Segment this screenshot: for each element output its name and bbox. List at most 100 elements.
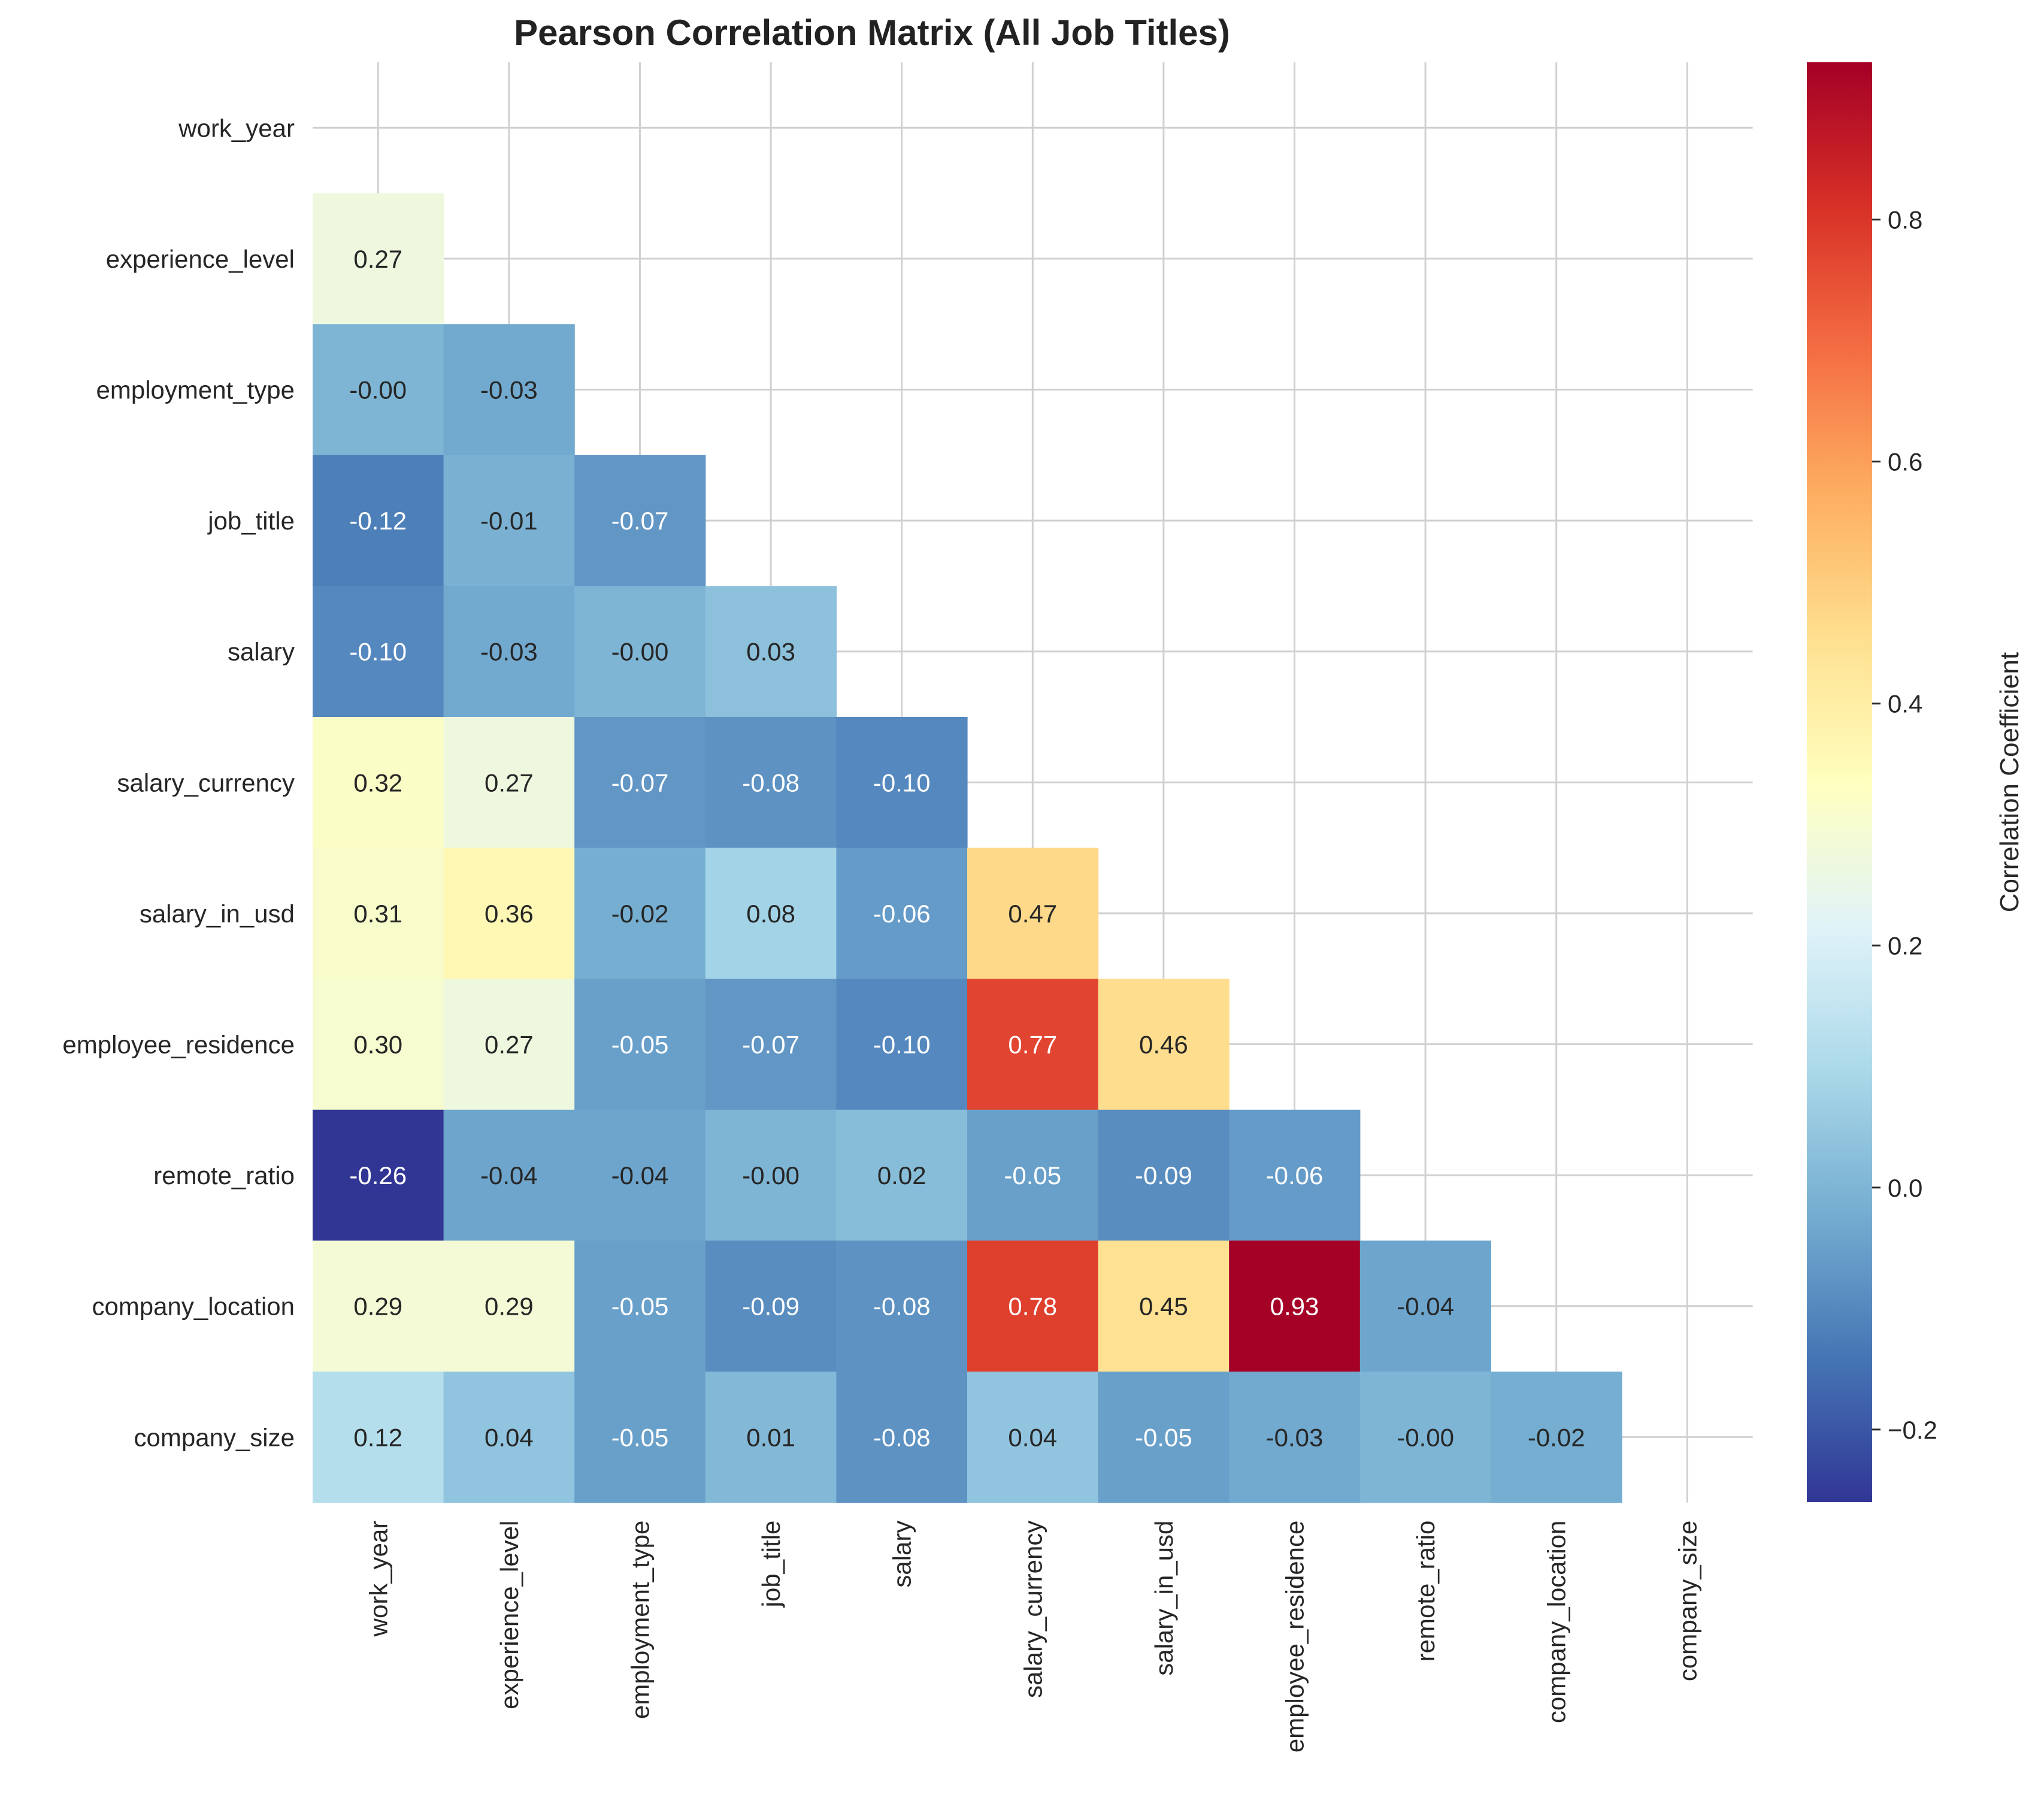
heatmap-cell [443,717,575,849]
cell-value-label: 0.04 [484,1423,534,1451]
y-tick-label: employment_type [96,376,295,404]
cell-value-label: 0.78 [1008,1293,1057,1321]
heatmap-cell [705,848,837,979]
cell-value-label: -0.05 [611,1423,669,1451]
cell-value-label: 0.30 [353,1031,402,1059]
heatmap-cell [574,586,706,718]
x-tick-label: job_title [757,1521,785,1609]
cell-value-label: 0.04 [1008,1423,1057,1451]
heatmap-cell [443,586,575,718]
cell-value-label: -0.26 [349,1161,407,1190]
heatmap-cell [313,717,444,849]
cell-value-label: -0.07 [611,768,669,797]
cell-value-label: -0.02 [1528,1423,1585,1451]
heatmap-cell [705,1109,837,1241]
cell-value-label: -0.05 [611,1293,669,1321]
heatmap-cell [705,1372,837,1503]
cell-value-label: 0.29 [484,1293,534,1321]
cell-value-label: -0.04 [480,1161,538,1190]
colorbar-label: Correlation Coefficient [1995,652,2024,913]
colorbar-tick-label: 0.8 [1888,206,1922,234]
heatmap-cell [443,455,575,586]
heatmap-cell [836,717,968,849]
cell-value-label: 0.27 [484,1031,534,1059]
heatmap-cell [443,979,575,1110]
x-tick-label: employment_type [626,1521,655,1720]
heatmap-cell [443,1372,575,1503]
x-tick-label: salary_currency [1019,1521,1047,1698]
heatmap-cell [313,193,444,325]
heatmap-cell [574,1240,706,1372]
x-tick-label: remote_ratio [1412,1521,1440,1662]
cell-value-label: -0.00 [742,1161,800,1190]
heatmap-cell [1229,1372,1361,1503]
cell-value-label: 0.29 [353,1293,402,1321]
y-tick-label: salary_currency [117,768,295,797]
cell-value-label: 0.27 [353,245,402,273]
heatmap-cell [1359,1240,1491,1372]
heatmap-cell [574,717,706,849]
y-tick-label: experience_level [106,245,295,273]
cell-value-label: 0.03 [746,638,795,666]
heatmap-cell [1491,1372,1622,1503]
cell-value-label: 0.32 [353,768,402,797]
heatmap-cell [967,979,1099,1110]
colorbar-tick-label: 0.0 [1888,1174,1922,1202]
cell-value-label: -0.04 [1397,1293,1454,1321]
heatmap-cell [443,1109,575,1241]
heatmap-cell [1098,979,1230,1110]
heatmap-cell [574,1109,706,1241]
heatmap-cell [1098,1372,1230,1503]
heatmap-cell [574,848,706,979]
heatmap-cell [1359,1372,1491,1503]
cell-value-label: -0.09 [1135,1161,1192,1190]
cell-value-label: -0.00 [349,376,407,404]
heatmap-cell [313,848,444,979]
heatmap-cell [705,586,837,718]
heatmap-cell [313,324,444,456]
cell-value-label: 0.46 [1139,1031,1188,1059]
cell-value-label: -0.05 [1004,1161,1061,1190]
cell-value-label: 0.36 [484,900,534,928]
x-axis-tick-labels: work_year experience_level employment_type… [364,1521,1701,1753]
heatmap-cells [313,193,1622,1503]
heatmap-cell [967,1372,1099,1503]
cell-value-labels: 0.27 -0.00 -0.03 -0.12 -0.01 -0.07 -0.10 -0.03 -… [349,245,1585,1451]
cell-value-label: 0.27 [484,768,534,797]
heatmap-cell [836,1372,968,1503]
y-tick-label: job_title [207,507,295,535]
heatmap-cell [313,1240,444,1372]
colorbar-tick-label: 0.2 [1888,932,1922,960]
cell-value-label: -0.08 [873,1293,931,1321]
cell-value-label: -0.07 [611,507,669,535]
cell-value-label: -0.08 [742,768,800,797]
cell-value-label: -0.10 [873,768,931,797]
cell-value-label: -0.00 [611,638,669,666]
y-tick-label: salary [228,638,295,666]
heatmap-cell [313,1109,444,1241]
cell-value-label: -0.03 [480,376,538,404]
y-tick-label: company_size [134,1423,295,1451]
x-tick-label: employee_residence [1281,1521,1309,1753]
heatmap-cell [313,1372,444,1503]
cell-value-label: -0.02 [611,900,669,928]
heatmap-cell [705,979,837,1110]
colorbar-gradient [1807,62,1872,1502]
cell-value-label: -0.09 [742,1293,800,1321]
heatmap-cell [967,848,1099,979]
y-tick-label: work_year [178,114,295,142]
cell-value-label: 0.02 [877,1161,926,1190]
heatmap-cell [313,455,444,586]
heatmap-cell [1229,1109,1361,1241]
heatmap-cell [967,1240,1099,1372]
colorbar-tick-label: 0.6 [1888,448,1922,476]
y-axis-tick-labels: work_year experience_level employment_type… [62,114,295,1451]
cell-value-label: -0.05 [1135,1423,1192,1451]
heatmap-cell [574,1372,706,1503]
cell-value-label: -0.01 [480,507,538,535]
heatmap-cell [574,979,706,1110]
colorbar: −0.2 0.0 0.2 0.4 0.6 0.8 Correlation Coeffici… [1807,62,2024,1502]
x-tick-label: salary_in_usd [1150,1521,1178,1676]
heatmap-cell [313,586,444,718]
x-tick-label: experience_level [495,1521,523,1709]
